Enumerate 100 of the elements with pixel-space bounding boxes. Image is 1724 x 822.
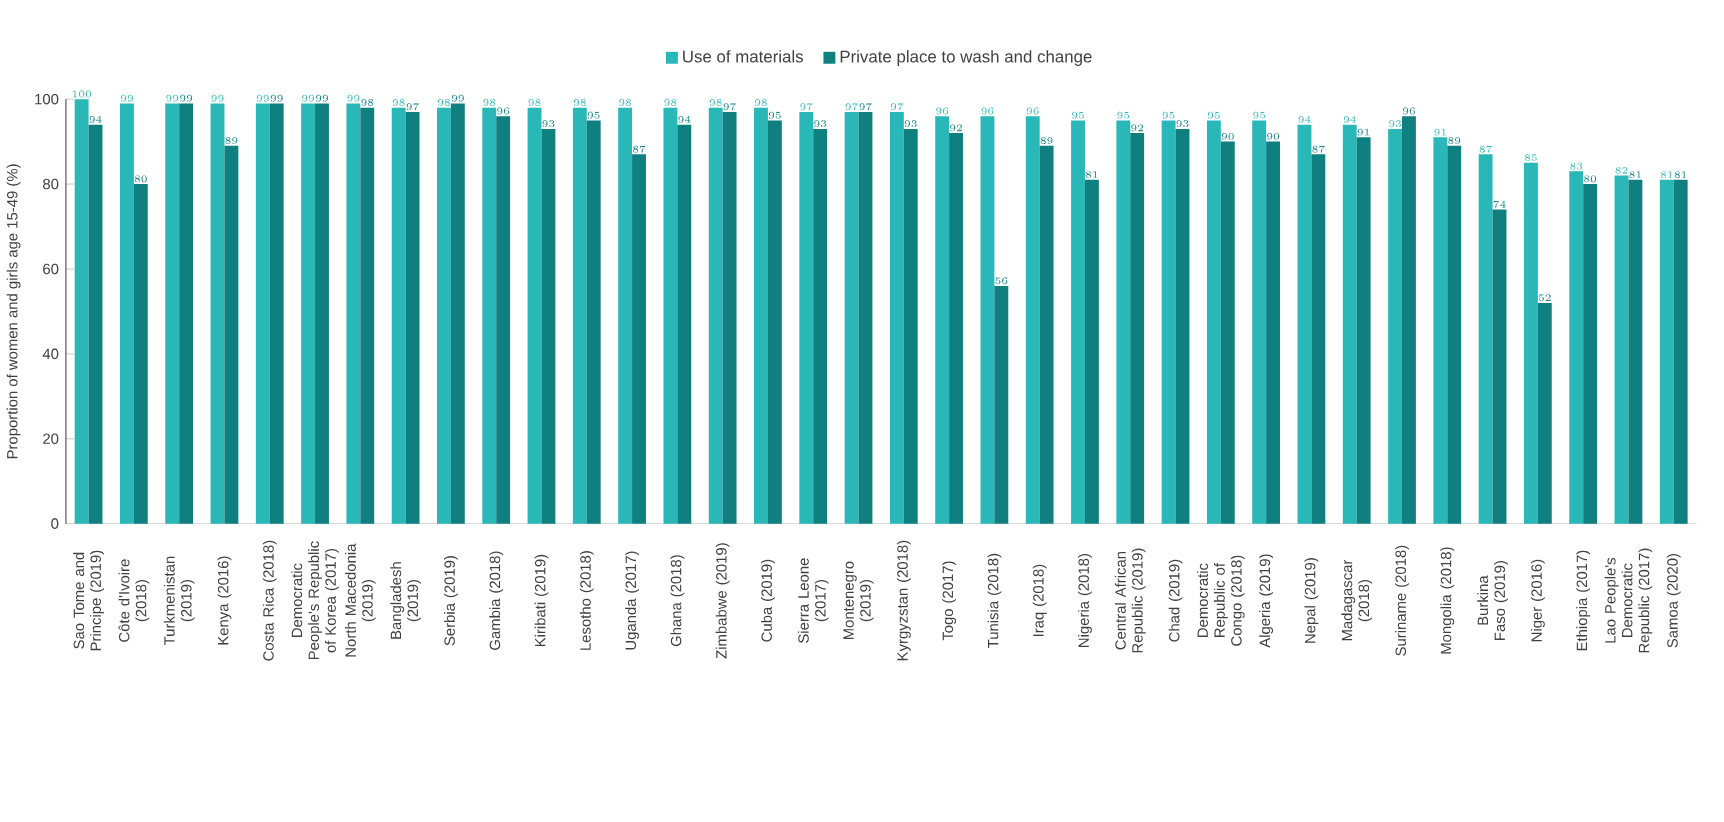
data-label: 87 [1479, 145, 1492, 153]
bar [165, 103, 180, 524]
data-label: 95 [1207, 111, 1220, 119]
bar [405, 111, 420, 524]
x-tick-label: Mongolia (2018) [1440, 547, 1455, 654]
bar [889, 111, 904, 524]
y-tick-label: 0 [51, 518, 59, 529]
bar [1673, 179, 1688, 524]
y-tick-label: 40 [42, 348, 59, 360]
data-label: 89 [1040, 137, 1053, 145]
bar [754, 107, 768, 524]
bar [1537, 302, 1552, 524]
bar [527, 107, 542, 524]
data-label: 92 [1131, 124, 1144, 132]
data-label: 95 [768, 111, 781, 119]
bar [858, 111, 873, 524]
data-label: 81 [1629, 171, 1641, 178]
x-tick-label: Kiribati (2019) [534, 554, 549, 647]
bar [119, 103, 134, 524]
bar [1342, 124, 1357, 524]
bar [1252, 120, 1267, 524]
x-tick-label: Kyrgyzstan (2018) [896, 540, 911, 661]
x-tick-label: Turkmenistan (2019) [163, 556, 195, 645]
bar [179, 103, 194, 524]
data-label: 95 [587, 111, 600, 119]
data-label: 92 [950, 124, 962, 132]
data-label: 98 [619, 99, 632, 106]
bar [224, 145, 239, 524]
x-tick-label: Togo (2017) [942, 561, 957, 641]
x-tick-label: North Macedonia (2019) [344, 543, 376, 657]
data-label: 95 [1253, 111, 1266, 119]
bar [437, 107, 451, 524]
data-label: 93 [904, 120, 917, 128]
bar [1478, 154, 1493, 524]
data-label: 98 [709, 99, 722, 106]
data-label: 80 [1584, 175, 1597, 183]
bar [949, 133, 963, 524]
bar [210, 103, 225, 524]
bar [1523, 162, 1538, 524]
bar [935, 116, 950, 524]
data-label: 83 [1570, 162, 1583, 170]
bar [708, 107, 723, 524]
data-label: 81 [1660, 171, 1673, 178]
data-label: 99 [211, 94, 224, 102]
data-label: 97 [723, 103, 736, 111]
data-label: 96 [1026, 107, 1039, 115]
data-label: 96 [936, 107, 949, 115]
data-label: 91 [1434, 128, 1446, 136]
data-label: 89 [1448, 137, 1461, 145]
x-tick-label: Ethiopia (2017) [1576, 550, 1591, 651]
x-tick-label: Lao People's Democratic Republic (2017) [1604, 548, 1653, 653]
data-label: 96 [1403, 107, 1415, 115]
bar [1492, 209, 1507, 524]
data-label: 99 [166, 94, 179, 102]
data-label: 99 [256, 94, 269, 102]
x-tick-label: Nepal (2019) [1304, 558, 1319, 643]
x-tick-label: Uganda (2017) [625, 551, 639, 650]
bar [1311, 154, 1326, 524]
bar [844, 111, 859, 524]
bar [133, 183, 148, 524]
y-tick-label: 60 [43, 263, 59, 275]
bar [1084, 179, 1099, 524]
bar [346, 103, 361, 524]
bar [572, 107, 587, 524]
data-label: 97 [859, 103, 872, 111]
data-label: 94 [678, 115, 691, 123]
x-tick-label: Serbia (2019) [443, 555, 458, 646]
x-tick-label: Tunisia (2018) [987, 553, 1002, 648]
x-tick-label: Madagascar (2018) [1341, 559, 1373, 641]
x-tick-label: Algeria (2019) [1259, 554, 1274, 648]
data-label: 94 [1298, 115, 1311, 123]
data-label: 98 [755, 99, 767, 106]
bar [1130, 133, 1145, 524]
data-label: 90 [1267, 132, 1280, 140]
data-label: 98 [573, 99, 586, 106]
x-tick-label: Sierra Leone (2017) [797, 558, 829, 643]
y-tick-label: 100 [35, 93, 59, 105]
x-tick-label: Democratic People's Republic of Korea (2017) [291, 541, 339, 660]
bar [722, 111, 737, 524]
bar [360, 107, 375, 524]
x-tick-label: Iraq (2018) [1032, 564, 1047, 636]
bar [301, 103, 316, 524]
data-label: 56 [995, 277, 1008, 285]
bar [618, 107, 633, 524]
y-axis-title: Proportion of women and girls age 15-49 (%) [6, 164, 21, 459]
bar [586, 120, 601, 524]
x-tick-label: Democratic Republic of Congo (2018) [1197, 555, 1245, 646]
data-label: 85 [1524, 154, 1537, 161]
bar [1356, 137, 1371, 524]
x-tick-label: Central African Republic (2019) [1114, 548, 1146, 653]
data-label: 99 [302, 94, 315, 102]
bar [74, 99, 89, 524]
data-label: 99 [270, 94, 283, 102]
data-label: 100 [72, 90, 91, 98]
data-label: 97 [800, 103, 813, 111]
data-label: 98 [361, 99, 374, 106]
bar [482, 107, 497, 524]
x-tick-label: Gambia (2018) [489, 551, 504, 650]
data-label: 98 [528, 99, 541, 106]
bar [663, 107, 678, 524]
